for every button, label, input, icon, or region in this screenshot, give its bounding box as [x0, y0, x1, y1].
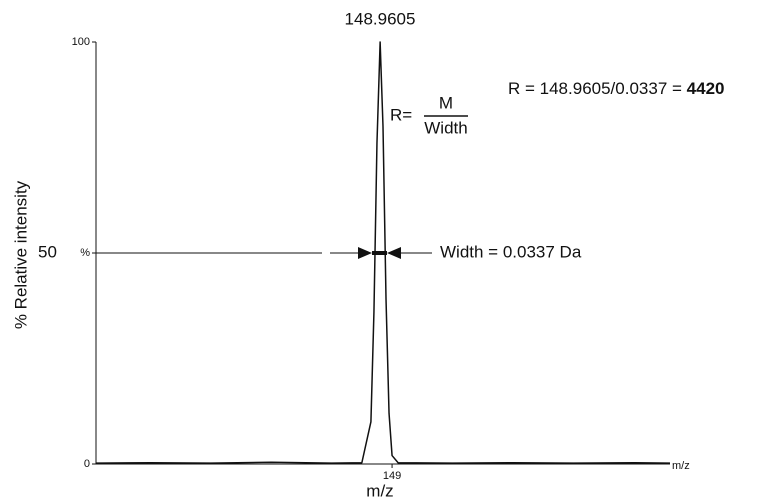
numerator: M — [439, 93, 453, 112]
width-marker — [96, 247, 432, 259]
x-axis-label: m/z — [366, 481, 393, 500]
x-tick-label: 149 — [383, 470, 401, 482]
resolution-value: 4420 — [687, 79, 725, 98]
y-tick-label: 100 — [72, 36, 90, 48]
y-tick-label: % — [80, 247, 90, 259]
y-tick-label: 0 — [84, 458, 90, 470]
width-label: Width = 0.0337 Da — [440, 242, 582, 261]
formula: R = 148.9605/0.0337 = — [508, 79, 682, 98]
peak-label: 148.9605 — [345, 9, 416, 28]
r-eq: R= — [390, 105, 412, 124]
x-axis-end-label: m/z — [672, 460, 690, 472]
y-axis-label: % Relative intensity — [11, 180, 30, 329]
denominator: Width — [424, 118, 467, 137]
spectrum-line — [95, 41, 671, 464]
resolution-formula: R = 148.9605/0.0337 = 4420 — [508, 79, 725, 98]
half-label: 50 — [38, 242, 57, 261]
